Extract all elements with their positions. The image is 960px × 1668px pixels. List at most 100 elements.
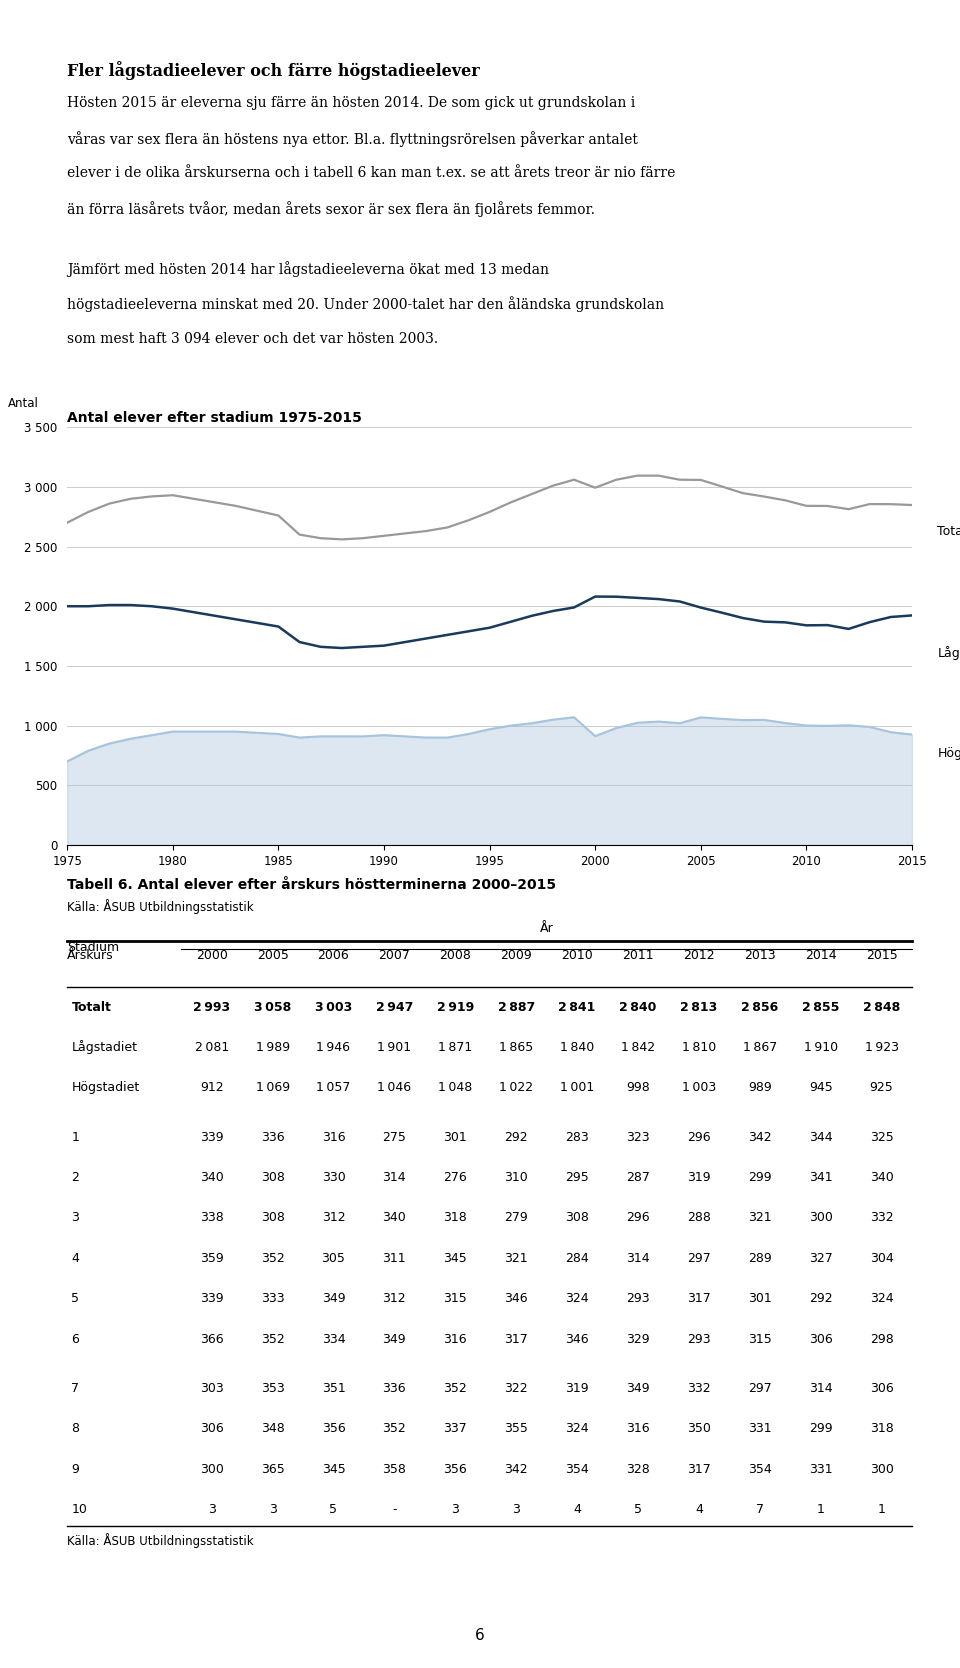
Text: 312: 312: [383, 1293, 406, 1304]
Text: 324: 324: [565, 1423, 588, 1434]
Text: 3: 3: [513, 1503, 520, 1516]
Text: 306: 306: [808, 1333, 832, 1346]
Text: 297: 297: [748, 1381, 772, 1394]
Text: 1 001: 1 001: [560, 1081, 594, 1094]
Text: 4: 4: [71, 1251, 80, 1264]
Text: 7: 7: [71, 1381, 80, 1394]
Text: 312: 312: [322, 1211, 346, 1224]
Text: 945: 945: [808, 1081, 832, 1094]
Text: 356: 356: [322, 1423, 346, 1434]
Text: 333: 333: [261, 1293, 284, 1304]
Text: 1 923: 1 923: [865, 1041, 899, 1054]
Text: 289: 289: [748, 1251, 772, 1264]
Text: 4: 4: [573, 1503, 581, 1516]
Text: 342: 342: [748, 1131, 772, 1144]
Text: 2014: 2014: [804, 949, 836, 962]
Text: 306: 306: [870, 1381, 894, 1394]
Text: 279: 279: [504, 1211, 528, 1224]
Text: 2011: 2011: [622, 949, 654, 962]
Text: 2 993: 2 993: [193, 1001, 230, 1014]
Text: 288: 288: [687, 1211, 710, 1224]
Text: 317: 317: [687, 1293, 710, 1304]
Text: 287: 287: [626, 1171, 650, 1184]
Text: År: År: [540, 922, 554, 936]
Text: 299: 299: [809, 1423, 832, 1434]
Text: 4: 4: [695, 1503, 703, 1516]
Text: 298: 298: [870, 1333, 894, 1346]
Text: 1: 1: [817, 1503, 825, 1516]
Text: 327: 327: [808, 1251, 832, 1264]
Text: 5: 5: [634, 1503, 642, 1516]
Text: 352: 352: [261, 1333, 284, 1346]
Text: 351: 351: [322, 1381, 346, 1394]
Text: 2 840: 2 840: [619, 1001, 657, 1014]
Text: 337: 337: [444, 1423, 468, 1434]
Text: 2 841: 2 841: [559, 1001, 596, 1014]
Text: 334: 334: [322, 1333, 346, 1346]
Text: 2 081: 2 081: [195, 1041, 228, 1054]
Text: 353: 353: [261, 1381, 284, 1394]
Text: 1 901: 1 901: [377, 1041, 412, 1054]
Text: 349: 349: [322, 1293, 346, 1304]
Text: 318: 318: [444, 1211, 468, 1224]
Text: 324: 324: [565, 1293, 588, 1304]
Text: 3: 3: [451, 1503, 459, 1516]
Text: 330: 330: [322, 1171, 346, 1184]
Text: 296: 296: [687, 1131, 710, 1144]
Text: 2012: 2012: [684, 949, 714, 962]
Text: 359: 359: [200, 1251, 224, 1264]
Text: 2007: 2007: [378, 949, 410, 962]
Text: våras var sex flera än höstens nya ettor. Bl.a. flyttningsrörelsen påverkar anta: våras var sex flera än höstens nya ettor…: [67, 132, 638, 147]
Text: 1 003: 1 003: [682, 1081, 716, 1094]
Text: 1 069: 1 069: [255, 1081, 290, 1094]
Text: 9: 9: [71, 1463, 80, 1476]
Text: högstadieeleverna minskat med 20. Under 2000-talet har den åländska grundskolan: högstadieeleverna minskat med 20. Under …: [67, 297, 664, 312]
Text: 300: 300: [200, 1463, 224, 1476]
Text: 317: 317: [687, 1463, 710, 1476]
Text: 314: 314: [809, 1381, 832, 1394]
Text: 348: 348: [261, 1423, 284, 1434]
Text: Högstadiet: Högstadiet: [937, 747, 960, 759]
Text: 304: 304: [870, 1251, 894, 1264]
Text: 332: 332: [687, 1381, 710, 1394]
Text: 306: 306: [200, 1423, 224, 1434]
Text: 8: 8: [71, 1423, 80, 1434]
Text: 331: 331: [748, 1423, 772, 1434]
Text: 318: 318: [870, 1423, 894, 1434]
Text: 276: 276: [444, 1171, 468, 1184]
Text: 7: 7: [756, 1503, 764, 1516]
Text: 336: 336: [261, 1131, 284, 1144]
Text: 308: 308: [565, 1211, 589, 1224]
Text: 358: 358: [382, 1463, 406, 1476]
Text: 912: 912: [200, 1081, 224, 1094]
Text: 293: 293: [687, 1333, 710, 1346]
Text: 2 855: 2 855: [802, 1001, 839, 1014]
Text: 292: 292: [504, 1131, 528, 1144]
Text: 283: 283: [565, 1131, 588, 1144]
Text: 331: 331: [809, 1463, 832, 1476]
Text: Jämfört med hösten 2014 har lågstadieeleverna ökat med 13 medan: Jämfört med hösten 2014 har lågstadieele…: [67, 262, 549, 277]
Text: 339: 339: [200, 1131, 224, 1144]
Text: -: -: [392, 1503, 396, 1516]
Text: 1 946: 1 946: [317, 1041, 350, 1054]
Text: 323: 323: [626, 1131, 650, 1144]
Text: 2010: 2010: [562, 949, 593, 962]
Text: 2 947: 2 947: [375, 1001, 413, 1014]
Text: Totalt: Totalt: [937, 525, 960, 539]
Text: 340: 340: [200, 1171, 224, 1184]
Text: 328: 328: [626, 1463, 650, 1476]
Text: 2 919: 2 919: [437, 1001, 474, 1014]
Text: Lågstadiet: Lågstadiet: [71, 1041, 137, 1054]
Text: 303: 303: [200, 1381, 224, 1394]
Text: 5: 5: [329, 1503, 338, 1516]
Text: 6: 6: [71, 1333, 80, 1346]
Text: 316: 316: [322, 1131, 346, 1144]
Text: 2 813: 2 813: [681, 1001, 717, 1014]
Text: 1 867: 1 867: [743, 1041, 777, 1054]
Text: 1: 1: [877, 1503, 885, 1516]
Text: 346: 346: [565, 1333, 588, 1346]
Text: 2015: 2015: [866, 949, 898, 962]
Text: 1 046: 1 046: [377, 1081, 412, 1094]
Text: 301: 301: [444, 1131, 468, 1144]
Text: 356: 356: [444, 1463, 468, 1476]
